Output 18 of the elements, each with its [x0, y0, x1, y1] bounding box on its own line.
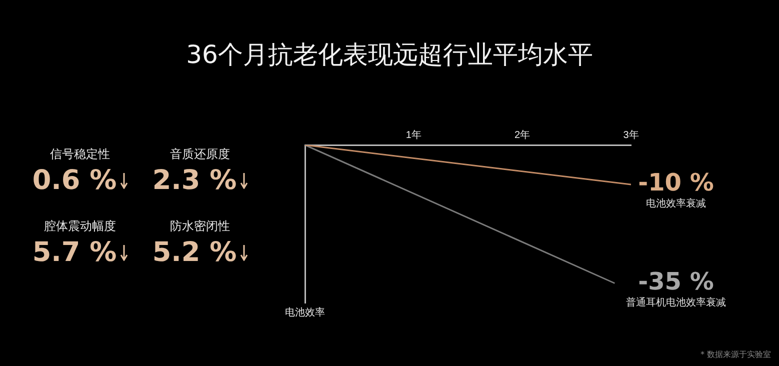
- data-label: 5.7 %: [32, 237, 117, 268]
- text: 36个月抗老化表现远超行业平均水平: [185, 39, 594, 71]
- x-tick-label: 1年: [406, 128, 422, 141]
- y-axis-title: 电池效率: [285, 306, 325, 319]
- category-label: 腔体震动幅度: [43, 218, 117, 235]
- x-tick-label: 2年: [514, 128, 530, 141]
- text: * 数据来源于实验室: [700, 349, 771, 360]
- data-label: 5.2 %: [152, 237, 237, 268]
- data-label: 0.6 %: [32, 165, 117, 196]
- data-label: -10 %: [638, 168, 714, 196]
- series-label: 普通耳机电池效率衰减: [626, 296, 726, 308]
- text: 电池效率衰减: [646, 198, 706, 210]
- x-tick-label: 3年: [623, 128, 639, 141]
- category-label: 信号稳定性: [49, 146, 111, 163]
- category-label: 防水密闭性: [169, 218, 231, 235]
- data-label: 2.3 %: [152, 165, 237, 196]
- category-label: 音质还原度: [169, 146, 231, 163]
- data-label: -35 %: [638, 267, 714, 296]
